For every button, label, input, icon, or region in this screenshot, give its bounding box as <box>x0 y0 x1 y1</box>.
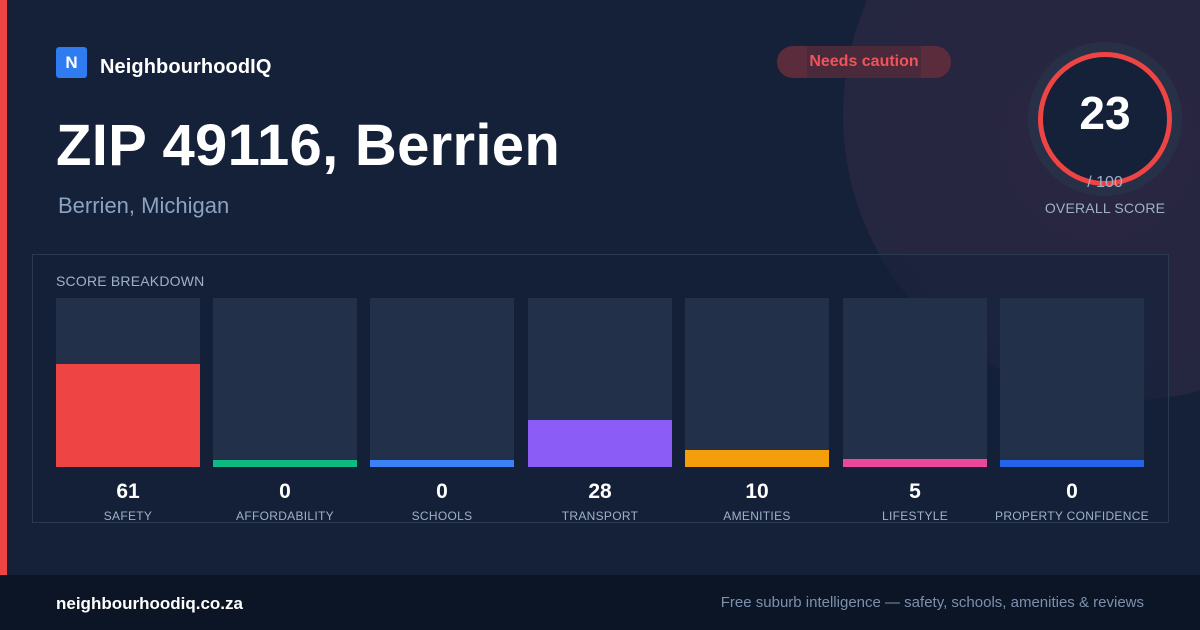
score-bar-label: SAFETY <box>103 509 153 523</box>
score-bar-track <box>56 298 200 467</box>
score-bar-label: PROPERTY CONFIDENCE <box>995 509 1149 523</box>
brand: N NeighbourhoodIQ <box>56 46 271 79</box>
status-badge-label: Needs caution <box>809 53 919 70</box>
score-bar-value: 28 <box>588 480 612 503</box>
score-bar-transport: 28 TRANSPORT <box>528 298 672 524</box>
overall-score-caption: OVERALL SCORE <box>1044 200 1166 216</box>
accent-stripe <box>0 0 7 575</box>
overall-score-ring-inner <box>1038 52 1172 186</box>
score-bar-fill <box>1000 460 1144 467</box>
footer-url[interactable]: neighbourhoodiq.co.za <box>56 594 243 613</box>
page-title: ZIP 49116, Berrien <box>56 113 561 178</box>
score-bar-affordability: 0 AFFORDABILITY <box>213 298 357 524</box>
score-bar-track <box>213 298 357 467</box>
score-bar-fill <box>528 420 672 467</box>
logo-icon: N <box>56 47 87 78</box>
score-bar-track <box>685 298 829 467</box>
score-bar-value: 0 <box>436 480 448 503</box>
score-bar-fill <box>213 460 357 467</box>
score-bar-value: 5 <box>909 480 921 503</box>
score-bar-property-confidence: 0 PROPERTY CONFIDENCE <box>995 298 1149 524</box>
overall-score-value: 23 <box>1079 87 1131 139</box>
score-bar-fill <box>56 364 200 467</box>
page-subtitle: Berrien, Michigan <box>58 193 230 218</box>
score-bar-schools: 0 SCHOOLS <box>370 298 514 524</box>
brand-name: NeighbourhoodIQ <box>100 56 272 78</box>
status-badge: Needs caution <box>777 46 951 78</box>
overall-score-max: / 100 <box>1087 174 1123 191</box>
score-bar-value: 61 <box>116 480 140 503</box>
footer-tagline: Free suburb intelligence — safety, schoo… <box>720 594 1144 611</box>
score-bar-fill <box>843 459 987 467</box>
score-bar-track <box>843 298 987 467</box>
score-bar-fill <box>370 460 514 467</box>
score-bar-safety: 61 SAFETY <box>56 298 200 524</box>
score-bar-track <box>1000 298 1144 467</box>
overall-score-ring: 23 / 100 <box>1028 42 1182 196</box>
score-bar-label: AMENITIES <box>723 509 791 523</box>
share-card: N NeighbourhoodIQ Needs caution ZIP 4911… <box>0 0 1200 575</box>
score-bar-value: 0 <box>279 480 291 503</box>
score-bar-fill <box>685 450 829 467</box>
score-bar-track <box>528 298 672 467</box>
score-bar-label: AFFORDABILITY <box>236 509 334 523</box>
score-bar-value: 10 <box>745 480 769 503</box>
footer: neighbourhoodiq.co.za Free suburb intell… <box>0 575 1200 630</box>
score-bar-label: SCHOOLS <box>411 509 473 523</box>
score-bar-label: LIFESTYLE <box>881 509 949 523</box>
score-bar-lifestyle: 5 LIFESTYLE <box>843 298 987 524</box>
score-bar-amenities: 10 AMENITIES <box>685 298 829 524</box>
score-breakdown-title: SCORE BREAKDOWN <box>56 273 205 289</box>
score-bar-label: TRANSPORT <box>561 509 639 523</box>
score-bar-value: 0 <box>1066 480 1078 503</box>
score-bar-track <box>370 298 514 467</box>
score-breakdown-panel: SCORE BREAKDOWN 61 SAFETY 0 AFFORDABILIT… <box>32 254 1169 523</box>
